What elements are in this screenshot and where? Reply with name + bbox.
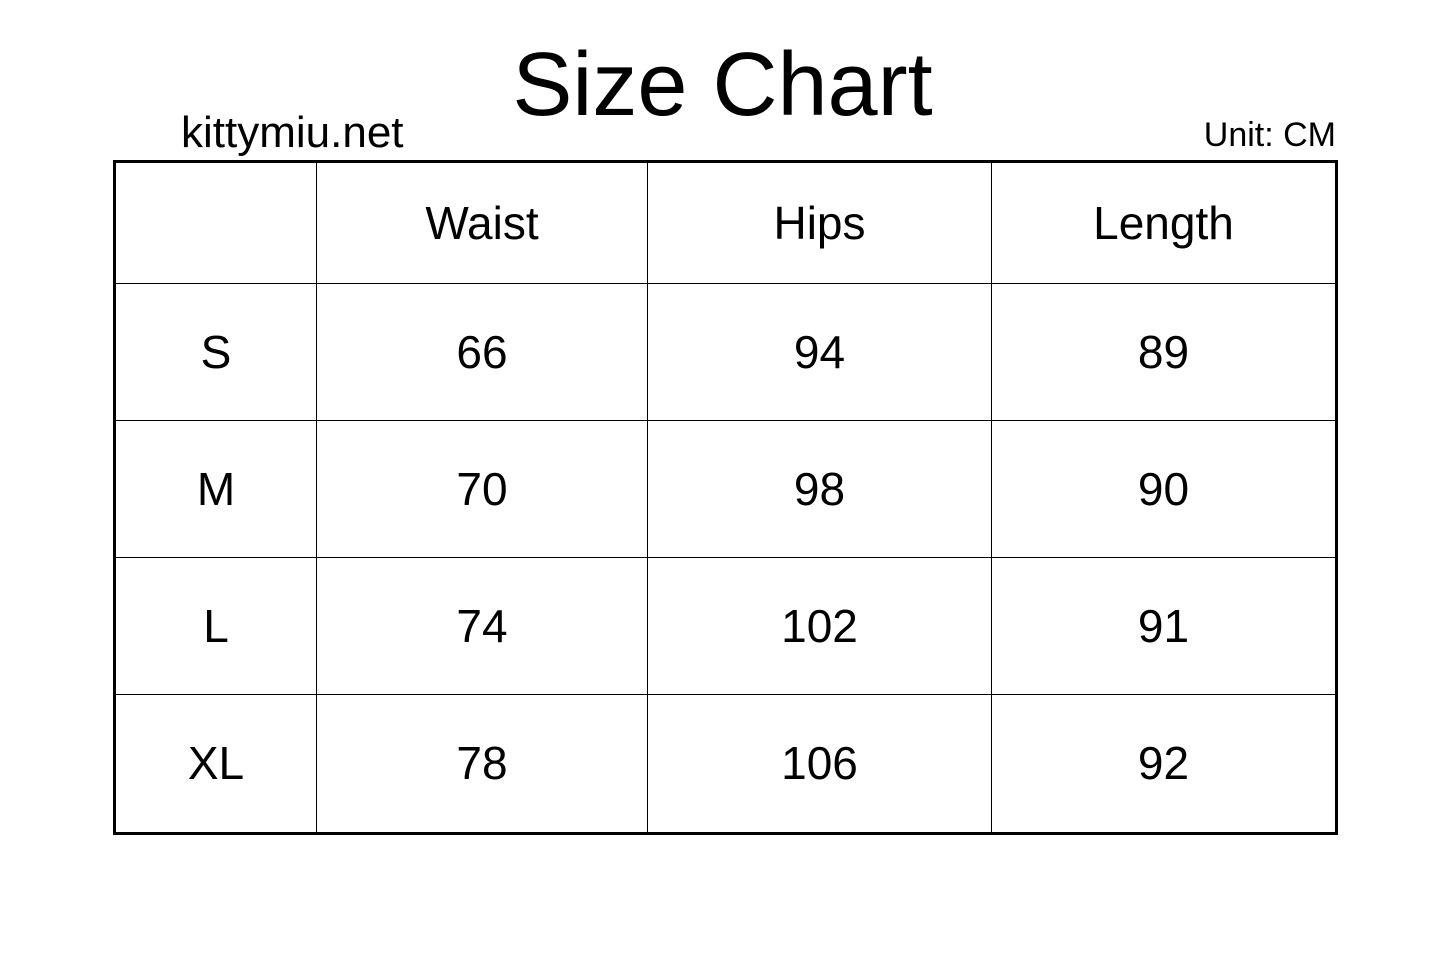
cell: 74 xyxy=(316,556,648,695)
cell: 92 xyxy=(991,693,1337,835)
cell: 106 xyxy=(647,693,992,835)
size-table: Waist Hips Length S 66 94 89 M 70 98 90 L 74 102… xyxy=(113,160,1338,835)
unit-label: Unit: CM xyxy=(1203,116,1336,154)
page-title: Size Chart xyxy=(512,35,933,135)
size-cell: M xyxy=(114,419,317,558)
cell: 66 xyxy=(316,283,648,421)
cell: 91 xyxy=(991,556,1337,695)
header-cell: Hips xyxy=(647,161,992,284)
table-row: XL 78 106 92 xyxy=(114,693,1337,835)
header-cell: Waist xyxy=(316,161,648,284)
header-row: Waist Hips Length xyxy=(114,161,1337,284)
table-row: S 66 94 89 xyxy=(114,283,1337,421)
header-cell xyxy=(114,161,317,284)
size-cell: L xyxy=(114,556,317,695)
cell: 70 xyxy=(316,419,648,558)
cell: 89 xyxy=(991,283,1337,421)
size-cell: S xyxy=(114,283,317,421)
size-cell: XL xyxy=(114,693,317,835)
header-cell: Length xyxy=(991,161,1337,284)
cell: 78 xyxy=(316,693,648,835)
table-row: L 74 102 91 xyxy=(114,556,1337,695)
cell: 102 xyxy=(647,556,992,695)
cell: 98 xyxy=(647,419,992,558)
cell: 90 xyxy=(991,419,1337,558)
site-name: kittymiu.net xyxy=(181,108,404,157)
table-row: M 70 98 90 xyxy=(114,419,1337,558)
cell: 94 xyxy=(647,283,992,421)
